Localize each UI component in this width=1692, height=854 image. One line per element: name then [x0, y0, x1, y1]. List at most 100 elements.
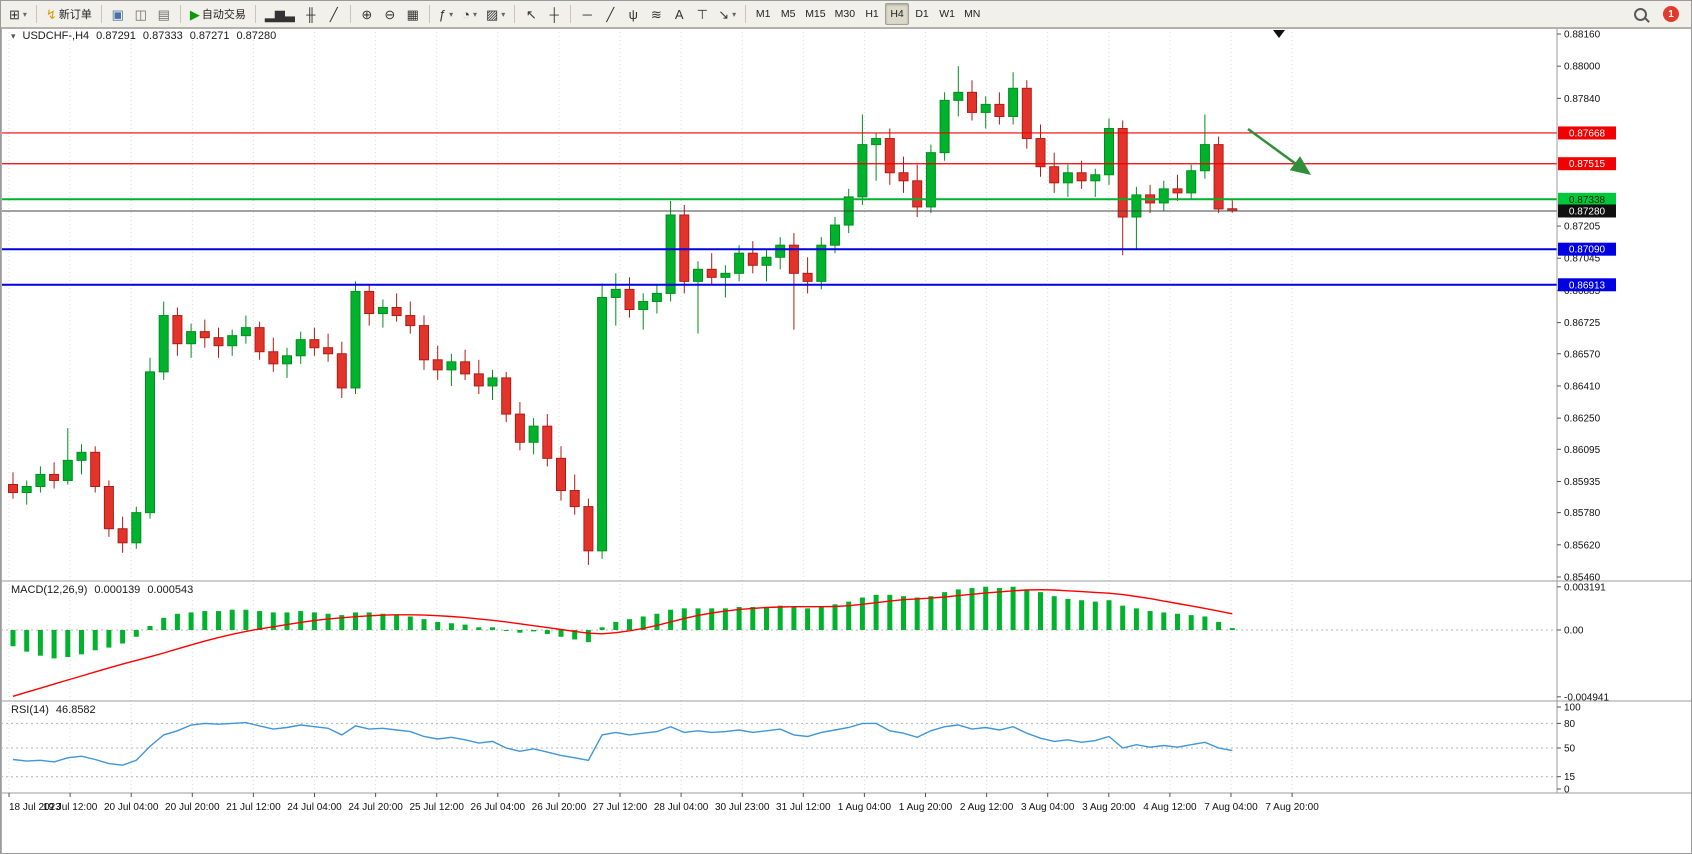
price-axis[interactable]: 0.88160 0.88000 0.87840 0.87205 0.87045 0.868…: [1557, 30, 1616, 796]
bar-chart-icon: ▂▆▃: [264, 6, 295, 22]
templates-button[interactable]: ▨ ▾: [482, 3, 509, 25]
dropdown-caret-icon[interactable]: ▾: [501, 9, 506, 19]
timeframe-mn-button[interactable]: MN: [960, 3, 984, 25]
svg-text:26 Jul 04:00: 26 Jul 04:00: [471, 802, 526, 813]
periods-button[interactable]: ◔ ▾: [458, 3, 481, 25]
crosshair-button[interactable]: ┼: [543, 3, 565, 25]
svg-text:0.86913: 0.86913: [1569, 280, 1606, 291]
svg-text:28 Jul 04:00: 28 Jul 04:00: [654, 802, 709, 813]
svg-text:0.87338: 0.87338: [1569, 195, 1606, 206]
timeframe-m15-button[interactable]: M15: [801, 3, 829, 25]
chart-shift-marker[interactable]: [1273, 30, 1285, 38]
svg-text:30 Jul 23:00: 30 Jul 23:00: [715, 802, 770, 813]
horizontal-line-icon: ─: [582, 6, 592, 22]
symbol-caret-icon[interactable]: ▾: [11, 30, 16, 41]
timeframe-h4-button[interactable]: H4: [885, 3, 910, 25]
fibonacci-button[interactable]: ≋: [645, 3, 667, 25]
svg-text:3 Aug 04:00: 3 Aug 04:00: [1021, 802, 1075, 813]
svg-text:0.86570: 0.86570: [1564, 349, 1601, 360]
svg-text:0.003191: 0.003191: [1564, 582, 1606, 593]
cursor-button[interactable]: ↖: [520, 3, 542, 25]
line-chart-button[interactable]: ╱: [323, 3, 345, 25]
text-button[interactable]: A: [668, 3, 690, 25]
data-window-icon: ▤: [157, 6, 170, 22]
svg-text:0.86250: 0.86250: [1564, 414, 1601, 425]
candlestick-chart[interactable]: 0.88160 0.88000 0.87840 0.87205 0.87045 0.868…: [1, 28, 1692, 854]
svg-text:0.87280: 0.87280: [1569, 206, 1606, 217]
macd-pane[interactable]: [1, 586, 1557, 697]
new-chart-button[interactable]: ⊞ ▾: [5, 3, 31, 25]
candles-layer: [8, 66, 1238, 565]
svg-text:25 Jul 12:00: 25 Jul 12:00: [409, 802, 464, 813]
auto-trading-button-label: 自动交易: [201, 9, 246, 21]
svg-text:2 Aug 12:00: 2 Aug 12:00: [960, 802, 1014, 813]
svg-text:0.87840: 0.87840: [1564, 94, 1601, 105]
toolbar-right: 1: [1625, 2, 1687, 26]
trendline-button[interactable]: ╱: [599, 3, 621, 25]
search-button[interactable]: [1625, 2, 1655, 26]
tile-windows-icon: ▦: [406, 6, 419, 22]
data-window-button[interactable]: ▤: [153, 3, 175, 25]
dropdown-caret-icon[interactable]: ▾: [22, 9, 27, 19]
svg-text:80: 80: [1564, 719, 1576, 730]
svg-text:4 Aug 12:00: 4 Aug 12:00: [1143, 802, 1197, 813]
periods-icon: ◔: [462, 6, 470, 22]
svg-text:0.88160: 0.88160: [1564, 30, 1601, 41]
zoom-in-button[interactable]: ⊕: [356, 3, 378, 25]
candlestick-button[interactable]: ╫: [300, 3, 322, 25]
svg-text:15: 15: [1564, 772, 1576, 783]
dropdown-caret-icon[interactable]: ▾: [449, 9, 454, 19]
toolbar-separator: [100, 5, 102, 23]
chart-area: 0.88160 0.88000 0.87840 0.87205 0.87045 0.868…: [1, 28, 1692, 854]
notification-badge[interactable]: 1: [1663, 6, 1679, 22]
indicators-icon: ƒ: [438, 6, 447, 22]
svg-text:3 Aug 20:00: 3 Aug 20:00: [1082, 802, 1136, 813]
line-chart-icon: ╱: [329, 6, 338, 22]
svg-text:0.87205: 0.87205: [1564, 222, 1601, 233]
pitchfork-button[interactable]: ψ: [622, 3, 644, 25]
bar-chart-button[interactable]: ▂▆▃: [261, 3, 299, 25]
level-lines-layer[interactable]: [1, 132, 1557, 286]
horizontal-line-button[interactable]: ─: [576, 3, 598, 25]
zoom-out-icon: ⊖: [384, 6, 396, 22]
timeframe-m30-button[interactable]: M30: [831, 3, 859, 25]
dropdown-caret-icon[interactable]: ▾: [732, 9, 737, 19]
svg-text:0.86410: 0.86410: [1564, 381, 1601, 392]
indicators-button[interactable]: ƒ ▾: [435, 3, 457, 25]
pane-separators[interactable]: [1, 28, 1692, 854]
cursor-icon: ↖: [525, 6, 537, 22]
label-button[interactable]: ⊤: [691, 3, 713, 25]
svg-text:0.87515: 0.87515: [1569, 159, 1606, 170]
arrows-button[interactable]: ↘ ▾: [714, 3, 740, 25]
auto-trading-button[interactable]: ▶ 自动交易: [186, 3, 250, 25]
svg-text:0.85935: 0.85935: [1564, 477, 1601, 488]
annotations-layer[interactable]: [1247, 30, 1312, 175]
tile-windows-button[interactable]: ▦: [402, 3, 424, 25]
timeframe-w1-button[interactable]: W1: [935, 3, 959, 25]
timeframe-m1-button[interactable]: M1: [751, 3, 775, 25]
search-icon: [1633, 7, 1647, 21]
dropdown-caret-icon[interactable]: ▾: [472, 9, 477, 19]
timeframe-d1-button[interactable]: D1: [910, 3, 934, 25]
toolbar-separator: [35, 5, 37, 23]
svg-text:24 Jul 04:00: 24 Jul 04:00: [287, 802, 342, 813]
timeframe-h1-button[interactable]: H1: [860, 3, 884, 25]
svg-text:0.86095: 0.86095: [1564, 445, 1601, 456]
svg-text:19 Jul 12:00: 19 Jul 12:00: [43, 802, 98, 813]
new-order-button[interactable]: ↯ 新订单: [42, 3, 96, 25]
profiles-button[interactable]: ▣: [107, 3, 129, 25]
templates-icon: ▨: [485, 6, 499, 22]
zoom-out-button[interactable]: ⊖: [379, 3, 401, 25]
toolbar-separator: [179, 5, 181, 23]
svg-text:26 Jul 20:00: 26 Jul 20:00: [532, 802, 587, 813]
svg-text:0: 0: [1564, 785, 1570, 796]
rsi-pane[interactable]: [1, 721, 1557, 778]
svg-text:0.87045: 0.87045: [1564, 254, 1601, 265]
new-order-button-label: 新订单: [58, 9, 92, 21]
market-watch-button[interactable]: ◫: [130, 3, 152, 25]
text-icon: A: [674, 6, 684, 22]
pitchfork-icon: ψ: [628, 6, 638, 22]
timeframe-m5-button[interactable]: M5: [776, 3, 800, 25]
candlestick-icon: ╫: [306, 6, 316, 22]
